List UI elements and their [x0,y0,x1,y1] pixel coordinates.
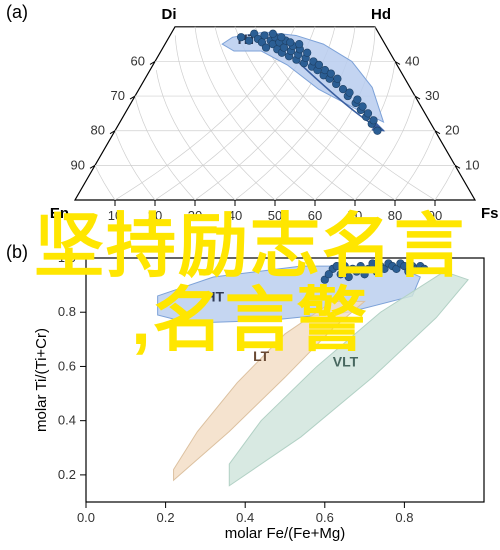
panel-b-label: (b) [6,242,28,263]
data-point [369,260,377,268]
ternary-bottom-tick: 40 [228,208,242,223]
data-point [364,110,372,118]
ternary-chart: 10 20 30 40 50 60 70 80 90 60 70 80 90 10 20 30 40 Di Hd En… [20,5,500,235]
data-point [327,70,335,78]
data-point [334,75,342,83]
xtick: 0.6 [316,510,334,525]
corner-Hd: Hd [371,6,391,23]
data-point [346,89,354,97]
ternary-bottom-tick: 60 [308,208,322,223]
data-point [245,37,253,45]
data-point [269,30,277,38]
ternary-bottom-tick: 20 [148,208,162,223]
data-point [359,103,367,111]
ternary-bottom-tick: 10 [108,208,122,223]
data-point [295,40,303,48]
corner-En: En [50,205,69,222]
ternary-right-tick: 10 [465,157,479,172]
ternary-right-tick: 40 [405,53,419,68]
data-point [280,44,288,52]
xtick: 0.0 [77,510,95,525]
ternary-left-tick: 80 [91,123,105,138]
ytick: 0.4 [58,413,76,428]
corner-Di: Di [162,6,177,23]
data-point [237,33,245,41]
corner-Fs: Fs [481,205,499,222]
ternary-left-tick: 60 [131,53,145,68]
ternary-bottom-tick: 80 [388,208,402,223]
data-point [370,117,378,125]
data-point [341,262,349,270]
scatter-chart: 0.0 0.2 0.4 0.6 0.8 0.2 0.4 0.6 0.8 1.0 molar Fe/(… [28,248,498,548]
xtick: 0.2 [157,510,175,525]
field-LT-label: LT [253,348,270,364]
data-point [333,262,341,270]
x-axis-title: molar Fe/(Fe+Mg) [225,525,345,542]
ytick: 1.0 [58,250,76,265]
data-point [262,44,270,52]
ternary-bottom-tick: 30 [188,208,202,223]
field-HT-label: HT [205,288,224,304]
data-point [357,262,365,270]
data-point [303,49,311,57]
xtick: 0.4 [236,510,254,525]
data-point [345,273,353,281]
y-axis-title: molar Ti/(Ti+Cr) [33,328,50,432]
data-point [354,96,362,104]
data-point [337,270,345,278]
ternary-right-tick: 30 [425,88,439,103]
data-point [325,270,333,278]
xtick: 0.8 [395,510,413,525]
ternary-bottom-tick: 90 [428,208,442,223]
data-point [421,265,429,273]
data-point [261,32,269,40]
field-VLT-label: VLT [333,353,359,369]
ytick: 0.8 [58,304,76,319]
data-point [278,33,286,41]
ytick: 0.2 [58,467,76,482]
data-point [315,61,323,69]
ternary-right-tick: 20 [445,123,459,138]
ternary-left-tick: 90 [71,157,85,172]
ternary-bottom-tick: 70 [348,208,362,223]
ytick: 0.6 [58,358,76,373]
data-point [286,39,294,47]
data-point [374,127,382,135]
ternary-left-tick: 70 [111,88,125,103]
ternary-bottom-tick: 50 [268,208,282,223]
